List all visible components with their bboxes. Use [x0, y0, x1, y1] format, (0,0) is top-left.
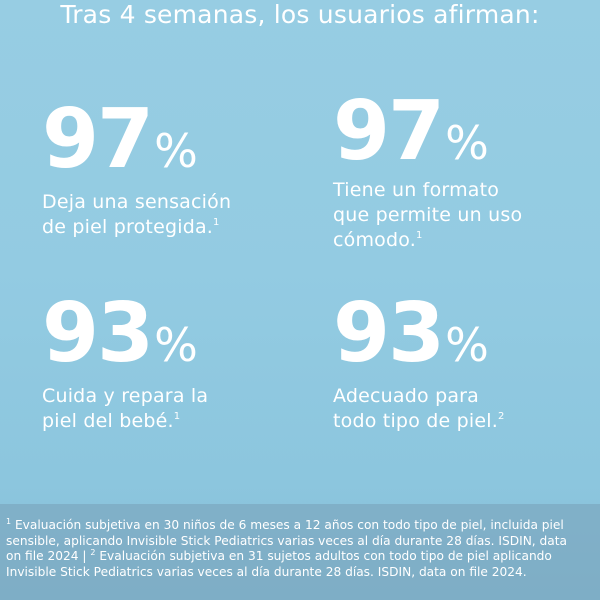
- stat-description-line: que permite un uso: [333, 204, 523, 226]
- stat-number: 97: [333, 84, 445, 179]
- stat-description-line: todo tipo de piel.2: [333, 409, 583, 434]
- footnote-line: sensible, aplicando Invisible Stick Pedi…: [6, 533, 568, 548]
- stat-description: Adecuado para todo tipo de piel.2: [333, 384, 583, 434]
- stat-description-text: todo tipo de piel.: [333, 410, 498, 432]
- stat-number: 93: [333, 286, 445, 381]
- stat-card-repairs-baby-skin: 93% Cuida y repara la piel del bebé.1: [42, 286, 292, 434]
- percent-sign: %: [445, 116, 489, 170]
- footnote-text: Evaluación subjetiva en 30 niños de 6 me…: [11, 518, 564, 532]
- footnote-ref: 1: [213, 217, 220, 228]
- stat-description-line: piel del bebé.1: [42, 409, 292, 434]
- percent-sign: %: [154, 318, 198, 372]
- stat-card-all-skin-types: 93% Adecuado para todo tipo de piel.2: [333, 286, 583, 434]
- headline: Tras 4 semanas, los usuarios afirman:: [60, 0, 540, 29]
- stat-card-comfortable-format: 97% Tiene un formato que permite un uso …: [333, 84, 583, 253]
- footnote-line: Invisible Stick Pediatrics varias veces …: [6, 564, 527, 579]
- stat-description-line: Adecuado para: [333, 385, 480, 407]
- percent-sign: %: [154, 124, 198, 178]
- footnote-text: on file 2024 |: [6, 549, 91, 563]
- stat-description-line: Tiene un formato: [333, 179, 500, 201]
- stat-description-line: de piel protegida.1: [42, 215, 292, 240]
- stat-description-line: cómodo.1: [333, 228, 583, 253]
- stat-percentage: 97%: [42, 92, 292, 187]
- stat-percentage: 93%: [333, 286, 583, 381]
- stat-description: Cuida y repara la piel del bebé.1: [42, 384, 292, 434]
- footnote-line: 1 Evaluación subjetiva en 30 niños de 6 …: [6, 518, 594, 534]
- footnote-marker: 1: [6, 517, 12, 526]
- stat-description-line: Cuida y repara la: [42, 385, 209, 407]
- stat-number: 93: [42, 286, 154, 381]
- stat-percentage: 93%: [42, 286, 292, 381]
- stat-number: 97: [42, 92, 154, 187]
- footnote-marker: 2: [90, 548, 96, 557]
- stat-description: Deja una sensación de piel protegida.1: [42, 190, 292, 240]
- footnote-text: Evaluación subjetiva en 31 sujetos adult…: [95, 549, 552, 563]
- stat-card-protected-skin: 97% Deja una sensación de piel protegida…: [42, 92, 292, 240]
- footnote-line: on file 2024 | 2 Evaluación subjetiva en…: [6, 549, 594, 565]
- stat-description-line: Deja una sensación: [42, 191, 232, 213]
- footnote-ref: 2: [498, 411, 505, 422]
- stat-description-text: de piel protegida.: [42, 216, 214, 238]
- stat-description: Tiene un formato que permite un uso cómo…: [333, 178, 583, 253]
- footnote-ref: 1: [416, 230, 423, 241]
- footnotes: 1 Evaluación subjetiva en 30 niños de 6 …: [0, 504, 600, 600]
- percent-sign: %: [445, 318, 489, 372]
- footnote-ref: 1: [173, 411, 181, 422]
- stat-description-text: piel del bebé.: [42, 410, 174, 432]
- stat-description-text: cómodo.: [333, 229, 416, 251]
- stat-percentage: 97%: [333, 84, 583, 179]
